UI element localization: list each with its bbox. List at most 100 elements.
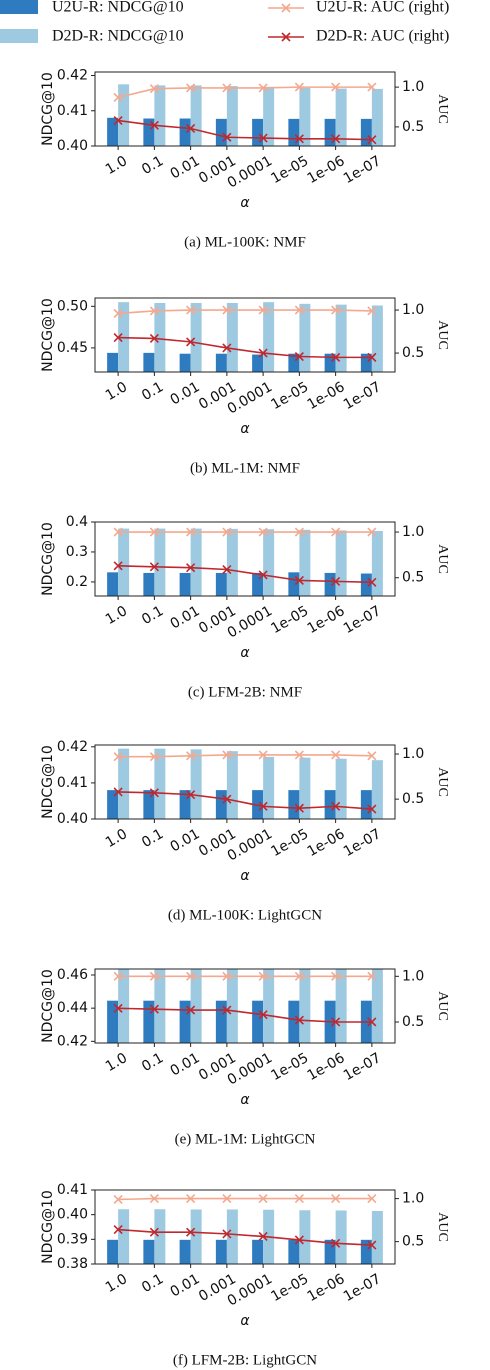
x-tick-label: 0.01 (168, 379, 203, 408)
auc-marker (367, 135, 377, 145)
auc-line (118, 565, 372, 584)
auc-marker (331, 82, 341, 92)
bar (118, 84, 130, 146)
auc-marker (113, 561, 123, 571)
bar (360, 573, 372, 596)
x-tick-label: 1e-07 (341, 603, 384, 637)
x-tick-label: 0.01 (168, 1050, 203, 1079)
x-tick-label: 1.0 (103, 603, 130, 628)
subplot: 0.420.440.460.51.01.0 0.1 0.010.0010.00011… (40, 967, 450, 1147)
y2-axis-label: AUC (435, 544, 450, 574)
bar (143, 1000, 155, 1043)
auc-marker (331, 576, 341, 586)
y-tick-label: 0.42 (57, 1033, 88, 1049)
legend-marker-x (281, 32, 291, 42)
x-tick-label: 1.0 (103, 153, 130, 178)
axes-frame (94, 968, 396, 1044)
bar (143, 572, 155, 596)
bar (215, 1239, 227, 1264)
bar (107, 117, 119, 146)
bar (179, 790, 191, 819)
y-tick-label: 0.40 (57, 1207, 88, 1223)
bar (335, 304, 347, 372)
auc-marker (113, 92, 123, 103)
bar (190, 302, 202, 372)
y2-tick-label: 1.0 (402, 1191, 424, 1207)
subplot: 0.400.410.420.51.01.0 0.1 0.010.0010.00011… (40, 68, 450, 251)
x-tick-label: 1e-06 (305, 603, 348, 637)
bar (118, 969, 130, 1043)
auc-marker (186, 1005, 196, 1015)
legend-marker (281, 3, 291, 13)
bar (118, 528, 130, 596)
y-axis-label: NDCG@10 (40, 1190, 56, 1264)
auc-marker (149, 562, 159, 572)
auc-marker (294, 971, 304, 981)
bar (371, 1210, 383, 1264)
bar (324, 572, 336, 596)
y2-tick-label: 1.0 (402, 302, 424, 318)
auc-marker (294, 575, 304, 586)
auc-marker (113, 787, 123, 797)
x-axis-label: α (240, 421, 250, 437)
bar (179, 353, 191, 372)
x-tick-label: 1e-07 (341, 1271, 384, 1305)
x-tick-label: 0.1 (139, 603, 166, 628)
auc-marker (186, 83, 196, 93)
bar (252, 354, 264, 372)
y-tick-label: 0.41 (57, 103, 88, 119)
bar (190, 528, 202, 596)
y-tick-label: 0.46 (57, 967, 88, 983)
auc-marker (113, 971, 123, 981)
bar (288, 118, 300, 146)
y-tick-label: 0.41 (57, 1182, 88, 1198)
bar (154, 302, 166, 372)
bar (288, 353, 300, 372)
auc-marker (294, 1194, 304, 1204)
bar (107, 352, 119, 372)
auc-line (117, 86, 372, 99)
auc-marker (331, 750, 341, 760)
legend-label: U2U-R: NDCG@10 (52, 0, 184, 16)
y2-tick-label: 0.5 (402, 1234, 424, 1250)
x-tick-label: 0.1 (139, 153, 166, 178)
bar (252, 1000, 264, 1043)
bar (215, 572, 227, 596)
x-tick-label: 1e-07 (341, 379, 384, 413)
axes-frame (94, 297, 396, 373)
y-tick-label: 0.3 (66, 544, 88, 560)
axes-frame (94, 521, 396, 597)
x-tick-label: 1e-05 (268, 826, 311, 860)
auc-marker (367, 1017, 377, 1027)
auc-marker (258, 1010, 268, 1020)
bar (299, 1210, 311, 1264)
auc-marker (149, 971, 159, 981)
x-tick-label: 1e-06 (305, 153, 348, 187)
x-tick-label: 1.0 (103, 1271, 130, 1296)
auc-marker (222, 343, 232, 353)
bar (288, 572, 300, 596)
auc-marker (222, 1229, 232, 1239)
auc-marker (113, 1225, 123, 1235)
auc-line (118, 791, 372, 810)
x-axis-label: α (240, 195, 250, 211)
bar (299, 757, 311, 819)
auc-marker (294, 1015, 304, 1025)
axes-frame (94, 744, 396, 820)
auc-marker (222, 564, 232, 575)
auc-marker (331, 134, 341, 144)
auc-line (118, 754, 372, 758)
bar (371, 969, 383, 1043)
auc-line (118, 309, 372, 315)
bar (371, 88, 383, 146)
bar (252, 1239, 264, 1264)
auc-marker (186, 751, 196, 761)
auc-marker (258, 1231, 268, 1242)
legend-swatch (0, 0, 38, 14)
bar (215, 790, 227, 819)
auc-marker (222, 750, 232, 760)
auc-marker (367, 306, 377, 316)
auc-marker (294, 82, 304, 92)
bar (299, 87, 311, 146)
y2-tick-label: 1.0 (402, 746, 424, 762)
